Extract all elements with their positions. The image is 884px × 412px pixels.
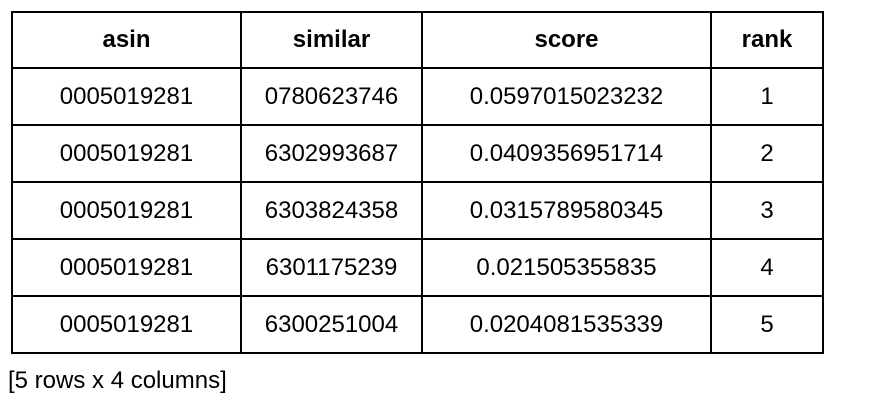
cell-similar: 6303824358 [240, 181, 423, 240]
column-header-score: score [421, 11, 712, 69]
column-header-similar: similar [240, 11, 423, 69]
cell-similar: 6300251004 [240, 295, 423, 354]
dataframe-table: asin similar score rank 0005019281 07806… [11, 11, 824, 354]
cell-score: 0.0409356951714 [421, 124, 712, 183]
cell-rank: 1 [710, 67, 824, 126]
cell-rank: 4 [710, 238, 824, 297]
column-header-rank: rank [710, 11, 824, 69]
dataframe-table-container: asin similar score rank 0005019281 07806… [11, 11, 824, 354]
table-row: 0005019281 6301175239 0.021505355835 4 [11, 238, 824, 297]
cell-asin: 0005019281 [11, 238, 242, 297]
table-row: 0005019281 0780623746 0.0597015023232 1 [11, 67, 824, 126]
cell-asin: 0005019281 [11, 181, 242, 240]
cell-rank: 2 [710, 124, 824, 183]
column-header-asin: asin [11, 11, 242, 69]
table-row: 0005019281 6300251004 0.0204081535339 5 [11, 295, 824, 354]
table-shape-summary: [5 rows x 4 columns] [8, 367, 227, 394]
cell-similar: 6301175239 [240, 238, 423, 297]
cell-asin: 0005019281 [11, 67, 242, 126]
table-header-row: asin similar score rank [11, 11, 824, 69]
cell-asin: 0005019281 [11, 295, 242, 354]
cell-score: 0.021505355835 [421, 238, 712, 297]
cell-rank: 3 [710, 181, 824, 240]
table-row: 0005019281 6302993687 0.0409356951714 2 [11, 124, 824, 183]
cell-similar: 6302993687 [240, 124, 423, 183]
cell-score: 0.0597015023232 [421, 67, 712, 126]
cell-asin: 0005019281 [11, 124, 242, 183]
cell-rank: 5 [710, 295, 824, 354]
cell-similar: 0780623746 [240, 67, 423, 126]
cell-score: 0.0204081535339 [421, 295, 712, 354]
cell-score: 0.0315789580345 [421, 181, 712, 240]
table-row: 0005019281 6303824358 0.0315789580345 3 [11, 181, 824, 240]
